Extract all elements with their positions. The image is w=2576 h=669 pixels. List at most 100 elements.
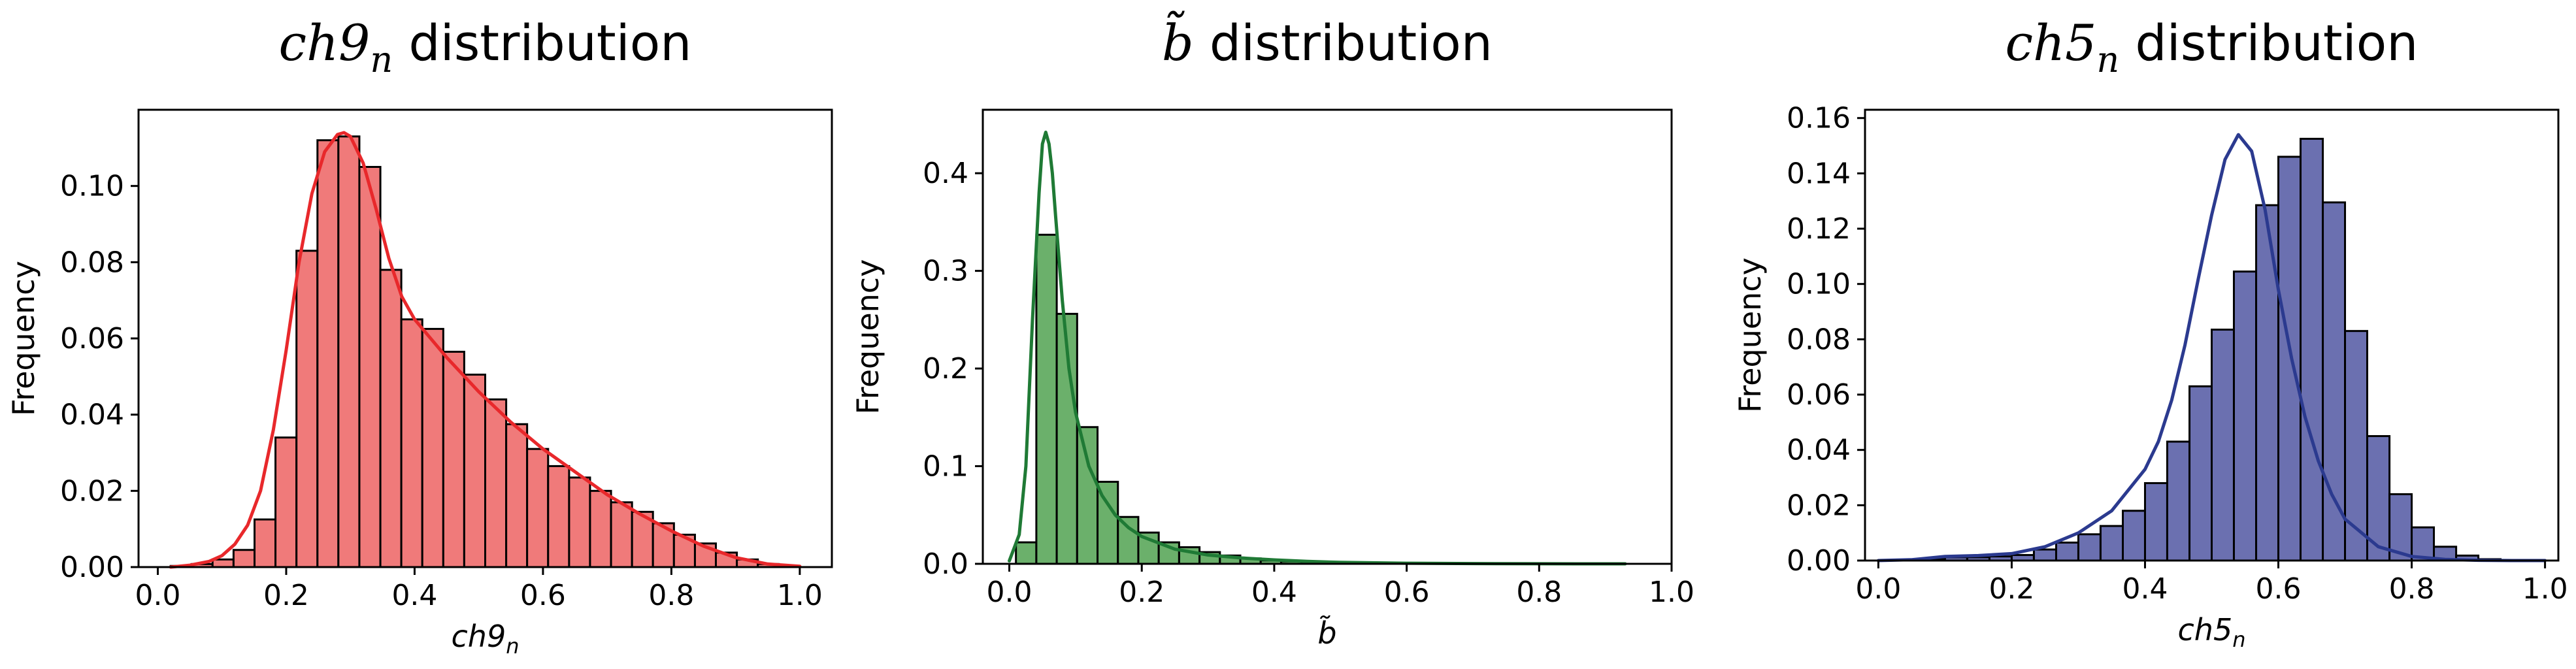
chart-title-math: ch9 (279, 14, 371, 72)
x-tick-label: 1.0 (2522, 572, 2568, 606)
chart-title-subscript: n (370, 39, 393, 80)
histogram-bar (631, 510, 654, 568)
x-axis-label: b̃ (1317, 615, 1336, 651)
x-axis-label-subscript: n (2232, 627, 2245, 652)
histogram-bar (295, 250, 319, 568)
histogram-bar (568, 476, 591, 568)
histogram-bar (2322, 201, 2347, 562)
histogram-bar (505, 423, 529, 568)
x-axis-label-main: b̃ (1317, 615, 1336, 651)
x-tick-label: 0.8 (648, 579, 694, 612)
histogram-bar (1076, 426, 1099, 565)
chart-title: b̃ distribution (1162, 10, 1493, 72)
histogram-bar (232, 549, 256, 568)
y-tick-label: 0.0 (923, 547, 968, 581)
y-tick-label: 0.08 (60, 246, 124, 279)
x-tick-label: 0.0 (1855, 572, 1901, 606)
y-tick-label: 0.00 (1787, 544, 1851, 578)
histogram-bar (254, 518, 277, 568)
chart-panel-1: 0.0 0.2 0.4 0.6 0.8 1.0 0.00 0.02 0.04 0.06 0.08 0.… (6, 14, 833, 659)
histogram-bar (484, 398, 508, 568)
y-tick-label: 0.4 (923, 157, 968, 190)
x-tick-label: 1.0 (777, 579, 823, 612)
x-tick-label: 0.2 (1989, 572, 2034, 606)
y-tick-label: 0.02 (60, 474, 124, 508)
chart-title-text: distribution (1194, 14, 1493, 72)
histogram-bar (2055, 541, 2079, 562)
y-tick-label: 0.3 (923, 255, 968, 288)
kde-line (1008, 130, 1627, 566)
y-tick-label: 0.2 (923, 352, 968, 385)
histogram-bar (2232, 270, 2258, 562)
x-tick-label: 0.0 (135, 579, 180, 612)
y-tick-label: 0.08 (1787, 323, 1851, 356)
y-tick-label: 0.10 (60, 170, 124, 203)
x-tick-label: 0.4 (2122, 572, 2168, 606)
y-tick-label: 0.1 (923, 450, 968, 483)
kde-line (1876, 133, 2547, 563)
histogram-bar (2099, 525, 2124, 562)
histogram-bar (2188, 385, 2213, 562)
histogram-bar (379, 269, 403, 568)
histogram-bar (1035, 233, 1058, 565)
histogram-bar (2255, 204, 2280, 562)
x-tick-label: 0.2 (263, 579, 309, 612)
x-tick-label: 0.6 (1384, 576, 1430, 609)
x-tick-label: 0.2 (1119, 576, 1164, 609)
y-tick-label: 0.02 (1787, 489, 1851, 522)
y-tick-label: 0.06 (60, 322, 124, 355)
y-tick-label: 0.04 (60, 399, 124, 432)
chart-title-math: ch5 (2006, 14, 2097, 72)
y-axis-label: Frequency (1732, 257, 1768, 413)
chart-title: ch5n distribution (2006, 14, 2419, 80)
histogram-bar (2143, 481, 2168, 562)
y-axis-label: Frequency (6, 261, 41, 416)
histogram-bar (1117, 515, 1140, 565)
x-tick-label: 0.0 (987, 576, 1032, 609)
x-tick-label: 0.4 (1251, 576, 1297, 609)
histogram-bar (2344, 330, 2369, 562)
histogram-bar (1015, 541, 1038, 565)
x-tick-label: 0.8 (2389, 572, 2435, 606)
histogram-bar (2277, 155, 2302, 562)
histogram-bar (2032, 548, 2057, 562)
chart-panel-2: 0.0 0.2 0.4 0.6 0.8 1.0 0.0 0.1 0.2 0.3 0.4 Frequen… (850, 10, 1694, 651)
histogram-bar (274, 436, 298, 568)
x-tick-label: 0.6 (2256, 572, 2302, 606)
histogram-bar (463, 373, 487, 568)
y-tick-label: 0.00 (60, 551, 124, 584)
histogram-bar (211, 558, 235, 568)
plot-frame (1864, 108, 2560, 562)
x-axis-label-subscript: n (506, 634, 519, 659)
histogram-bar (2122, 510, 2146, 562)
histogram-bar (2299, 137, 2324, 562)
x-axis-label: ch5n (2178, 612, 2246, 652)
chart-title-text: distribution (393, 14, 691, 72)
y-axis-label: Frequency (850, 259, 885, 415)
histogram-bar (526, 448, 550, 568)
histogram-bar (2211, 329, 2235, 562)
x-tick-label: 0.6 (520, 579, 566, 612)
y-tick-label: 0.12 (1787, 212, 1851, 246)
histogram-bar (589, 489, 612, 568)
histogram-bar (610, 501, 633, 568)
chart-panel-3: 0.0 0.2 0.4 0.6 0.8 1.0 0.00 0.02 0.04 0.06 0.08 0.… (1732, 14, 2568, 652)
histogram-bar (547, 465, 570, 568)
chart-title-subscript: n (2096, 39, 2119, 80)
chart-title: ch9n distribution (279, 14, 692, 80)
x-axis-label: ch9n (452, 619, 520, 659)
histogram-bar (2077, 533, 2102, 562)
histogram-bar (421, 327, 444, 568)
y-tick-label: 0.10 (1787, 268, 1851, 301)
x-tick-label: 0.8 (1516, 576, 1562, 609)
x-axis-label-main: ch9 (452, 619, 506, 654)
chart-title-math: b̃ (1162, 10, 1194, 72)
y-tick-label: 0.16 (1787, 102, 1851, 135)
histogram-bar (1055, 312, 1078, 565)
histogram-bar (442, 350, 465, 568)
kde-line (169, 131, 802, 569)
x-axis-label-main: ch5 (2178, 612, 2233, 647)
y-tick-label: 0.06 (1787, 378, 1851, 412)
histogram-bar (316, 139, 340, 568)
